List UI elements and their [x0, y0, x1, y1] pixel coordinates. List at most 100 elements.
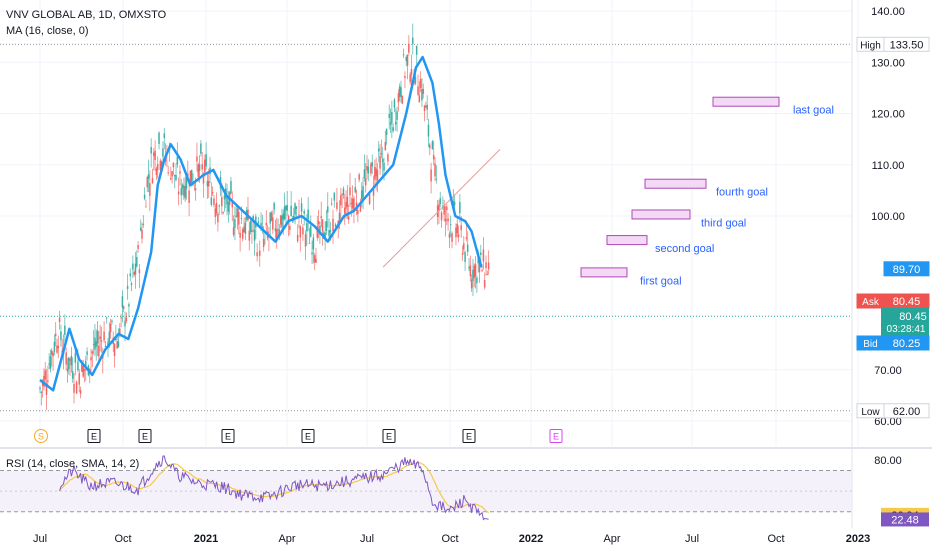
time-tick-label: Oct — [767, 533, 784, 545]
candle-body — [198, 164, 201, 171]
candle-body — [257, 221, 260, 224]
candle-body — [306, 223, 308, 232]
candle-body — [404, 75, 406, 79]
candle-body — [260, 223, 262, 230]
candle-body — [56, 345, 58, 353]
candle-body — [117, 341, 120, 348]
candle-body — [430, 169, 432, 182]
candle-body — [99, 336, 101, 340]
time-tick-label: Oct — [114, 533, 131, 545]
time-tick-label: Apr — [603, 533, 620, 545]
candle-body — [120, 317, 122, 319]
candle-body — [383, 162, 385, 171]
candle-body — [466, 244, 469, 252]
candle-body — [143, 194, 146, 199]
candle-body — [73, 383, 75, 393]
candle-body — [275, 229, 278, 242]
candle-body — [67, 357, 70, 370]
candle-body — [455, 227, 457, 238]
candle-body — [387, 154, 389, 162]
candle-body — [167, 172, 169, 174]
candle-body — [211, 192, 214, 194]
candle-body — [41, 383, 44, 386]
candle-body — [320, 216, 323, 219]
goal-label: third goal — [701, 217, 746, 229]
candle-body — [92, 344, 95, 346]
candle-body — [98, 345, 100, 357]
candle-body — [132, 263, 134, 270]
candle-body — [269, 212, 272, 224]
candle-body — [350, 202, 353, 204]
candle-body — [358, 174, 360, 180]
candle-body — [60, 331, 62, 341]
candle-body — [340, 195, 342, 206]
candle-body — [100, 340, 103, 342]
candle-body — [183, 185, 185, 197]
candle-body — [179, 171, 181, 174]
candle-body — [302, 227, 304, 235]
candle-body — [265, 222, 268, 226]
candle-body — [483, 280, 486, 288]
ma-legend[interactable]: MA (16, close, 0) — [6, 25, 89, 37]
rsi-pane — [0, 455, 852, 521]
candle-body — [417, 86, 419, 95]
candle-body — [295, 206, 298, 210]
candle-body — [299, 226, 302, 238]
candle-body — [321, 219, 324, 232]
candle-body — [118, 328, 121, 335]
price-tick-label: 100.00 — [871, 211, 905, 223]
price-marker-value: 80.25 — [893, 338, 921, 350]
candle-body — [70, 355, 73, 366]
symbol-legend[interactable]: VNV GLOBAL AB, 1D, OMXSTO — [6, 9, 167, 21]
earnings-marker — [301, 429, 315, 443]
candle-body — [84, 360, 87, 368]
candle-body — [258, 250, 261, 256]
candle-body — [300, 203, 303, 212]
candle-body — [147, 174, 150, 179]
candle-body — [456, 223, 459, 234]
candle-body — [54, 333, 57, 337]
time-axis: Jul Oct 2021 Apr Jul Oct 2022 Apr Jul Oct 2023 — [33, 533, 870, 545]
candle-body — [175, 174, 177, 181]
candle-body — [217, 213, 219, 223]
candle-body — [346, 196, 349, 207]
candle-body — [287, 215, 290, 223]
candle-body — [330, 203, 333, 205]
candle-body — [375, 168, 377, 177]
candle-body — [476, 277, 478, 284]
candle-body — [90, 357, 92, 361]
rsi-legend[interactable]: RSI (14, close, SMA, 14, 2) — [6, 458, 140, 470]
candle-body — [57, 346, 60, 349]
candle-body — [362, 186, 364, 198]
candle-body — [487, 262, 490, 270]
price-marker-value: 62.00 — [893, 406, 921, 418]
candle-body — [478, 262, 481, 273]
candle-body — [440, 212, 443, 221]
candle-body — [78, 373, 81, 385]
trend-line — [382, 149, 501, 268]
price-marker-box — [883, 403, 930, 419]
candle-body — [116, 341, 118, 349]
candle-body — [40, 391, 43, 393]
goal-label: fourth goal — [716, 187, 768, 199]
candle-body — [434, 163, 436, 177]
candle-body — [381, 158, 384, 163]
candle-body — [74, 353, 77, 363]
candle-body — [279, 215, 282, 225]
candle-body — [150, 147, 152, 154]
candle-body — [473, 265, 476, 278]
candle-body — [425, 105, 427, 108]
price-marker-box — [883, 335, 930, 351]
candle-body — [189, 170, 192, 184]
candle-body — [457, 234, 460, 238]
earnings-marker — [138, 429, 152, 443]
candle-body — [274, 228, 277, 232]
earnings-marker-label: E — [91, 432, 97, 442]
trend-lines — [382, 149, 501, 268]
candle-body — [152, 152, 155, 156]
candle-body — [367, 166, 370, 174]
candle-body — [146, 177, 149, 188]
candle-body — [465, 237, 468, 239]
